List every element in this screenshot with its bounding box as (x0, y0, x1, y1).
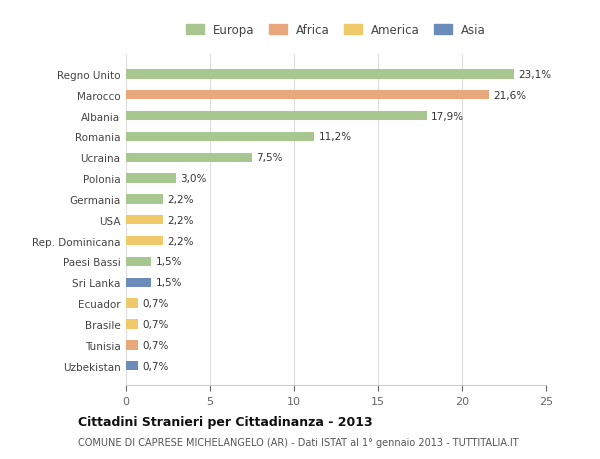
Bar (126, 174, 176, 184)
Text: Cittadini Stranieri per Cittadinanza - 2013: Cittadini Stranieri per Cittadinanza - 2… (78, 415, 373, 428)
Text: 2,2%: 2,2% (167, 195, 194, 205)
Bar (126, 257, 151, 267)
Text: 2,2%: 2,2% (167, 215, 194, 225)
Bar (126, 236, 163, 246)
Bar (126, 216, 163, 225)
Text: 0,7%: 0,7% (142, 298, 169, 308)
Legend: Europa, Africa, America, Asia: Europa, Africa, America, Asia (184, 21, 488, 39)
Text: 11,2%: 11,2% (319, 132, 352, 142)
Text: 23,1%: 23,1% (518, 70, 551, 80)
Bar (126, 299, 138, 308)
Bar (126, 319, 138, 329)
Bar (126, 91, 489, 100)
Text: 1,5%: 1,5% (155, 278, 182, 288)
Text: 0,7%: 0,7% (142, 340, 169, 350)
Bar (126, 195, 163, 204)
Bar (126, 133, 314, 142)
Bar (126, 341, 138, 350)
Bar (126, 70, 514, 79)
Text: 1,5%: 1,5% (155, 257, 182, 267)
Text: 3,0%: 3,0% (181, 174, 207, 184)
Text: COMUNE DI CAPRESE MICHELANGELO (AR) - Dati ISTAT al 1° gennaio 2013 - TUTTITALIA: COMUNE DI CAPRESE MICHELANGELO (AR) - Da… (78, 437, 518, 447)
Text: 7,5%: 7,5% (256, 153, 283, 163)
Bar (126, 112, 427, 121)
Text: 17,9%: 17,9% (431, 112, 464, 121)
Bar (126, 361, 138, 370)
Text: 21,6%: 21,6% (493, 90, 526, 101)
Bar (126, 153, 252, 162)
Text: 0,7%: 0,7% (142, 361, 169, 371)
Text: 2,2%: 2,2% (167, 236, 194, 246)
Text: 0,7%: 0,7% (142, 319, 169, 329)
Bar (126, 278, 151, 287)
